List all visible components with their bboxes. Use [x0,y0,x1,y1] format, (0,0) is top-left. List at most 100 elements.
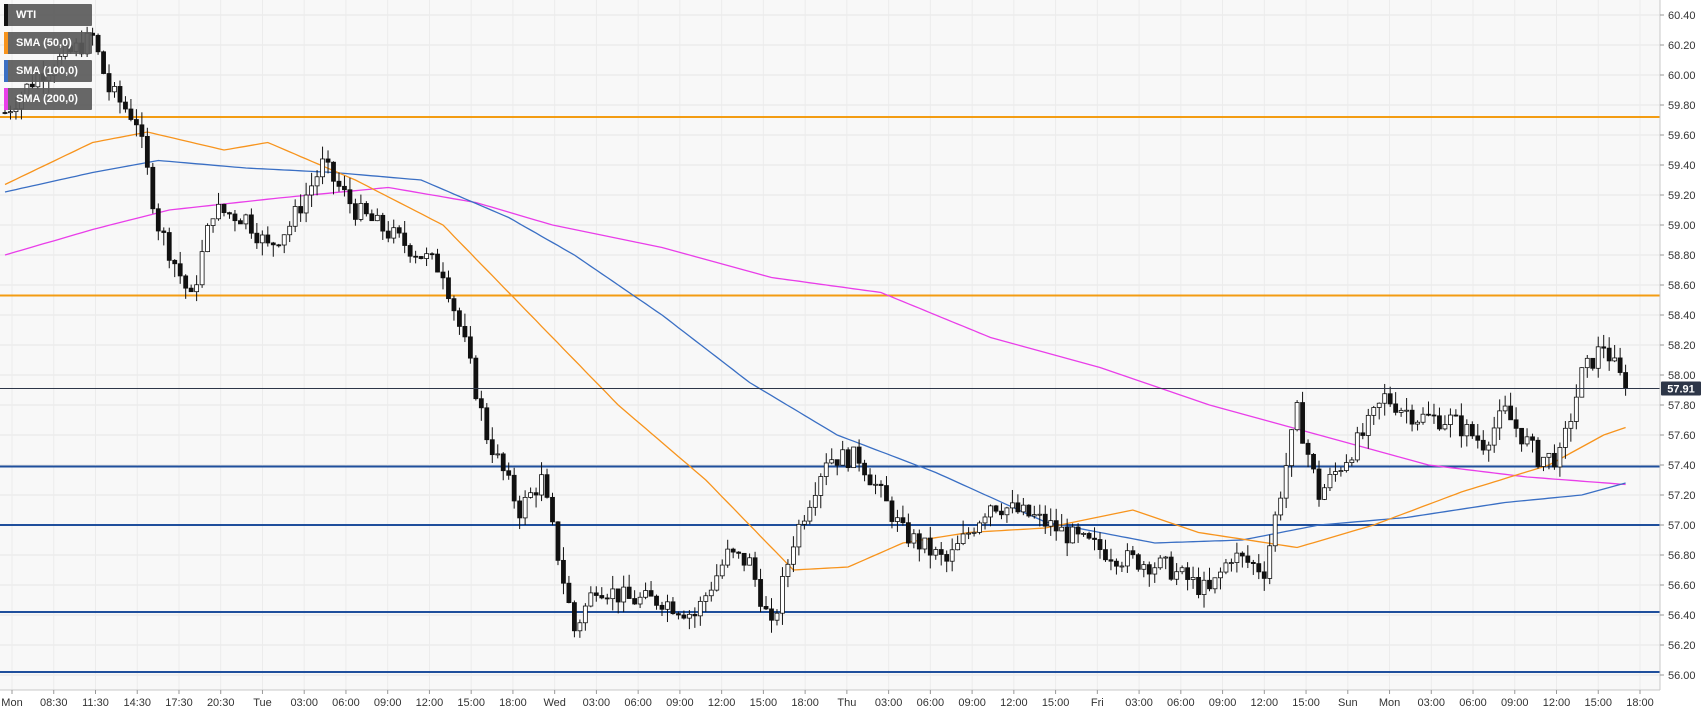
candle-body [210,218,216,226]
candle-body [1157,557,1163,569]
candle-body [363,203,369,215]
x-tick-label: 06:00 [332,697,360,709]
candle-body [1163,556,1169,559]
y-tick-label: 58.20 [1668,340,1696,352]
candle-body [500,453,506,472]
candle-body [259,234,265,244]
candle-body [1010,502,1015,509]
candle-body [528,492,533,498]
candle-body [391,227,397,239]
candle-body [676,613,681,616]
candle-body [780,576,785,614]
candle-body [1250,561,1256,565]
candle-body [785,563,791,577]
candle-body [1562,427,1568,448]
x-tick-label: 15:00 [1042,697,1070,709]
sma100-line [4,159,1626,544]
x-tick-label: Mon [1379,697,1400,709]
candle-body [467,336,473,359]
candle-body [1453,414,1459,417]
candle-body [1322,487,1327,500]
candle-body [478,398,484,409]
y-tick-label: 60.40 [1668,10,1696,22]
x-tick-label: 06:00 [1167,697,1195,709]
y-tick-label: 58.00 [1668,370,1696,382]
candle-body [1486,444,1492,451]
candle-body [270,242,276,246]
candle-body [1513,419,1519,429]
candle-body [807,506,813,522]
candle-body [1245,555,1251,563]
candle-body [1064,526,1070,544]
candle-body [593,592,599,596]
candle-body [396,227,402,234]
candle-body [517,500,523,519]
candle-body [982,516,988,524]
candle-body [29,83,35,88]
candle-body [1311,453,1316,470]
candle-body [708,589,714,597]
candle-body [232,213,238,222]
x-tick-label: Sun [1338,697,1358,709]
candle-body [632,598,638,605]
candle-body [604,597,610,600]
candle-body [1229,562,1234,564]
x-tick-label: 18:00 [499,697,527,709]
candle-body [303,194,309,214]
candle-body [1223,562,1229,573]
candle-body [1338,470,1344,472]
candle-body [522,496,528,519]
candle-body [1497,410,1503,429]
candle-body [561,559,566,584]
candle-body [856,446,862,464]
y-tick-label: 57.40 [1668,460,1696,472]
candle-body [276,244,282,247]
legend-wti[interactable]: WTI [4,4,92,26]
candle-body [457,310,462,327]
legend-sma100[interactable]: SMA (100,0) [4,60,92,82]
x-tick-label: Tue [253,697,272,709]
candle-body [670,601,676,615]
candle-body [1026,504,1032,517]
candle-body [1502,405,1508,412]
candle-body [577,622,583,632]
candle-body [1305,442,1311,455]
candle-body [1601,346,1607,349]
candle-body [955,543,961,551]
x-tick-label: 03:00 [875,697,903,709]
candle-body [1623,372,1628,389]
x-tick-label: 15:00 [750,697,778,709]
candle-body [413,255,419,258]
candle-body [944,554,950,562]
candle-body [1508,405,1514,421]
y-tick-label: 57.00 [1668,520,1696,532]
y-tick-label: 60.20 [1668,40,1696,52]
candle-body [1256,563,1262,573]
x-tick-label: 03:00 [290,697,318,709]
candle-body [227,212,232,215]
candle-body [878,483,884,486]
legend-sma50[interactable]: SMA (50,0) [4,32,92,54]
candle-body [988,505,993,518]
candle-body [188,287,194,293]
candle-body [582,605,588,624]
candle-body [867,474,873,486]
candle-body [654,595,659,606]
candle-body [1004,507,1010,516]
legend-swatch-wti [4,4,8,26]
candle-body [1283,465,1289,499]
candle-body [916,533,922,550]
candle-body [829,459,835,464]
candle-body [900,517,906,524]
candle-body [758,579,763,607]
candle-body [166,232,172,261]
x-tick-label: 14:30 [123,697,151,709]
candle-body [1617,357,1623,373]
candle-body [960,533,966,544]
candle-body [741,552,747,566]
legend-sma200[interactable]: SMA (200,0) [4,88,92,110]
candle-body [1294,402,1300,431]
x-tick-label: 08:30 [40,697,68,709]
